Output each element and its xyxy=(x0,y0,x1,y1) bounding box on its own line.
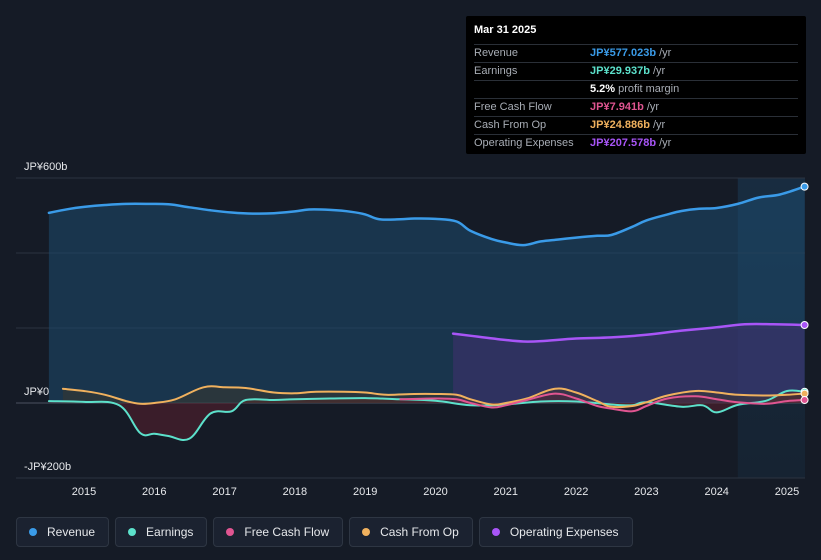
tooltip-row: Earnings JP¥29.937b/yr xyxy=(474,62,798,80)
tooltip-row: 5.2% profit margin xyxy=(474,80,798,98)
y-axis-label: -JP¥200b xyxy=(24,461,71,473)
free-cash-flow-endpoint xyxy=(800,396,809,404)
cash-from-op-line xyxy=(61,385,806,409)
tooltip-row-value: 5.2% xyxy=(590,83,616,95)
tooltip-row-value: JP¥29.937b xyxy=(590,65,650,77)
legend-item-revenue[interactable]: Revenue xyxy=(16,517,110,547)
legend-dot-icon xyxy=(491,528,500,536)
free-cash-flow-area xyxy=(400,393,805,412)
legend-label: Earnings xyxy=(146,525,194,539)
operating-expenses-line xyxy=(451,322,806,343)
tooltip-row: Revenue JP¥577.023b/yr xyxy=(474,44,798,62)
tooltip-row: Cash From Op JP¥24.886b/yr xyxy=(474,116,798,134)
x-axis-label: 2025 xyxy=(775,486,799,498)
operating-expenses-endpoint xyxy=(800,321,809,329)
tooltip-panel: Mar 31 2025 Revenue JP¥577.023b/yr Earning… xyxy=(466,16,806,154)
x-axis-label: 2022 xyxy=(564,486,588,498)
legend-dot-icon xyxy=(362,528,371,536)
tooltip-row-label: Revenue xyxy=(474,47,519,59)
x-axis-label: 2018 xyxy=(283,486,307,498)
revenue-endpoint xyxy=(800,182,809,191)
legend-dot-icon xyxy=(128,528,137,536)
x-axis-label: 2023 xyxy=(634,486,658,498)
tooltip-date: Mar 31 2025 xyxy=(474,24,537,36)
x-axis-label: 2019 xyxy=(353,486,377,498)
tooltip-row-label: Free Cash Flow xyxy=(474,101,552,113)
free-cash-flow-line xyxy=(399,392,806,413)
y-axis-label: JP¥0 xyxy=(24,386,49,398)
legend: Revenue Earnings Free Cash Flow Cash From O… xyxy=(16,517,639,549)
legend-label: Operating Expenses xyxy=(509,525,619,539)
tooltip-row-unit: /yr xyxy=(659,137,672,149)
tooltip-row-label xyxy=(474,81,590,98)
x-axis-label: 2017 xyxy=(212,486,236,498)
tooltip-row-unit: /yr xyxy=(652,119,666,131)
tooltip-row-label: Earnings xyxy=(474,65,518,77)
legend-item-cash-from-op[interactable]: Cash From Op xyxy=(349,517,473,547)
legend-item-free-cash-flow[interactable]: Free Cash Flow xyxy=(213,517,344,547)
tooltip-row-value: JP¥207.578b xyxy=(590,137,657,149)
tooltip-row: Free Cash Flow JP¥7.941b/yr xyxy=(474,98,798,116)
tooltip-row-label: Cash From Op xyxy=(474,119,547,131)
tooltip-row-unit: /yr xyxy=(646,101,660,113)
tooltip-row-value: JP¥7.941b xyxy=(590,101,644,113)
legend-label: Revenue xyxy=(47,525,96,539)
x-axis-label: 2024 xyxy=(704,486,728,498)
legend-item-earnings[interactable]: Earnings xyxy=(115,517,208,547)
tooltip-row-label: Operating Expenses xyxy=(474,137,574,149)
legend-dot-icon xyxy=(226,528,235,536)
tooltip-row: Operating Expenses JP¥207.578b/yr xyxy=(474,134,798,152)
tooltip-row-unit: /yr xyxy=(652,65,666,77)
x-axis-label: 2016 xyxy=(142,486,166,498)
revenue-line xyxy=(47,185,806,247)
tooltip-row-value: JP¥577.023b xyxy=(590,47,657,59)
revenue-area xyxy=(48,186,805,403)
cash-from-op-area xyxy=(62,386,805,408)
operating-expenses-area xyxy=(453,323,805,403)
x-axis-label: 2020 xyxy=(423,486,447,498)
legend-dot-icon xyxy=(29,528,37,536)
x-axis-label: 2015 xyxy=(72,486,96,498)
legend-item-operating-expenses[interactable]: Operating Expenses xyxy=(478,517,633,547)
y-axis-label: JP¥600b xyxy=(24,161,67,173)
tooltip-row-unit: /yr xyxy=(659,47,672,59)
tooltip-row-unit: profit margin xyxy=(618,83,680,95)
x-axis-label: 2021 xyxy=(494,486,518,498)
legend-label: Cash From Op xyxy=(380,525,459,539)
tooltip-row-value: JP¥24.886b xyxy=(590,119,650,131)
legend-label: Free Cash Flow xyxy=(244,525,330,539)
